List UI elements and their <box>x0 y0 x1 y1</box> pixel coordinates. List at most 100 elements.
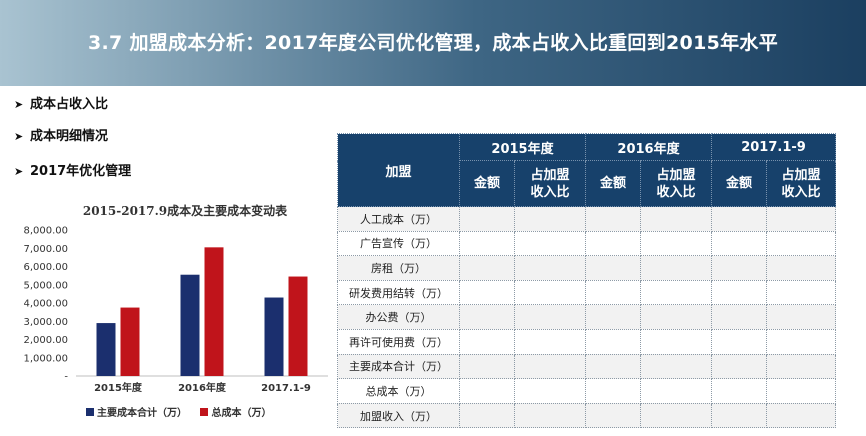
table-cell <box>459 279 515 306</box>
table-cell <box>711 328 767 355</box>
title-banner: 3.7 加盟成本分析：2017年度公司优化管理，成本占收入比重回到2015年水平 <box>0 0 866 86</box>
table-cell <box>640 402 712 429</box>
row-label: 主要成本合计（万） <box>337 353 460 380</box>
x-tick-label: 2015年度 <box>94 381 143 394</box>
table-row: 房租（万） <box>337 255 837 281</box>
table-cell <box>640 230 712 257</box>
row-label: 加盟收入（万） <box>337 402 460 429</box>
chart-title: 2015-2017.9成本及主要成本变动表 <box>82 204 288 218</box>
y-tick-label: 3,000.00 <box>23 317 68 328</box>
year-header-2016: 2016年度 <box>585 133 712 161</box>
table-cell <box>640 328 712 355</box>
y-tick-label: 2,000.00 <box>23 335 68 346</box>
table-cell <box>514 279 586 306</box>
table-cell <box>640 255 712 281</box>
y-tick-label: 7,000.00 <box>23 244 68 255</box>
ratio-header: 占加盟 收入比 <box>640 160 712 207</box>
table-cell <box>585 230 641 257</box>
bullet-item-cost-ratio: ➤ 成本占收入比 <box>14 97 109 112</box>
table-cell <box>765 402 837 429</box>
bar-total-cost <box>120 307 140 376</box>
row-label: 再许可使用费（万） <box>337 328 460 355</box>
table-cell <box>640 378 712 404</box>
table-cell <box>711 353 767 380</box>
row-label: 办公费（万） <box>337 304 460 330</box>
table-row: 主要成本合计（万） <box>337 353 837 380</box>
table-cell <box>585 402 641 429</box>
table-cell <box>459 402 515 429</box>
table-cell <box>711 230 767 257</box>
table-cell <box>765 353 837 380</box>
table-corner-header: 加盟 <box>337 133 460 207</box>
amount-header: 金额 <box>459 160 515 207</box>
table-row: 人工成本（万） <box>337 206 837 232</box>
bar-total-cost <box>204 247 224 376</box>
arrow-bullet-icon: ➤ <box>14 130 24 143</box>
table-cell <box>640 304 712 330</box>
bullet-item-cost-detail: ➤ 成本明细情况 <box>14 129 109 144</box>
table-row: 广告宣传（万） <box>337 230 837 257</box>
table-cell <box>514 402 586 429</box>
table-cell <box>459 378 515 404</box>
bar-total-cost <box>288 276 308 376</box>
amount-header: 金额 <box>711 160 767 207</box>
table-cell <box>711 206 767 232</box>
table-cell <box>459 353 515 380</box>
bar-main-cost <box>96 323 116 376</box>
legend-swatch <box>86 408 94 416</box>
row-label: 研发费用结转（万） <box>337 279 460 306</box>
table-cell <box>585 206 641 232</box>
bar-main-cost <box>180 274 200 376</box>
table-cell <box>514 230 586 257</box>
legend-item-total-cost: 总成本（万） <box>200 408 271 419</box>
table-cell <box>585 353 641 380</box>
ratio-header: 占加盟 收入比 <box>765 160 837 207</box>
table-cell <box>585 378 641 404</box>
bar-main-cost <box>264 297 284 376</box>
table-cell <box>459 206 515 232</box>
table-cell <box>514 304 586 330</box>
y-tick-label: 5,000.00 <box>23 280 68 291</box>
table-cell <box>514 206 586 232</box>
y-tick-label: 8,000.00 <box>23 226 68 237</box>
table-cell <box>765 255 837 281</box>
table-cell <box>711 378 767 404</box>
arrow-bullet-icon: ➤ <box>14 98 24 111</box>
ratio-header: 占加盟 收入比 <box>514 160 586 207</box>
table-cell <box>711 402 767 429</box>
table-cell <box>585 279 641 306</box>
table-cell <box>640 353 712 380</box>
table-cell <box>765 378 837 404</box>
page-title: 3.7 加盟成本分析：2017年度公司优化管理，成本占收入比重回到2015年水平 <box>87 32 779 54</box>
amount-header: 金额 <box>585 160 641 207</box>
table-cell <box>459 304 515 330</box>
y-tick-label: 6,000.00 <box>23 262 68 273</box>
table-cell <box>711 279 767 306</box>
cost-bar-chart: - 1,000.00 2,000.00 3,000.00 4,000.00 5,000.0… <box>23 226 328 394</box>
table-row: 总成本（万） <box>337 378 837 404</box>
table-cell <box>711 255 767 281</box>
chart-legend: 主要成本合计（万） 总成本（万） <box>86 404 281 419</box>
table-cell <box>514 353 586 380</box>
arrow-bullet-icon: ➤ <box>14 165 24 178</box>
row-label: 总成本（万） <box>337 378 460 404</box>
legend-item-main-cost: 主要成本合计（万） <box>86 408 187 419</box>
table-cell <box>765 304 837 330</box>
table-cell <box>765 279 837 306</box>
table-cell <box>514 378 586 404</box>
table-cell <box>640 206 712 232</box>
table-cell <box>711 304 767 330</box>
table-row: 办公费（万） <box>337 304 837 330</box>
year-header-2017: 2017.1-9 <box>710 133 837 161</box>
table-cell <box>765 328 837 355</box>
x-tick-label: 2017.1-9 <box>261 383 311 394</box>
year-header-2015: 2015年度 <box>459 133 586 161</box>
x-tick-label: 2016年度 <box>178 381 227 394</box>
table-cell <box>585 255 641 281</box>
bullet-item-2017-optimization: ➤ 2017年优化管理 <box>14 164 132 179</box>
table-row: 再许可使用费（万） <box>337 328 837 355</box>
table-cell <box>514 255 586 281</box>
table-cell <box>765 206 837 232</box>
y-tick-label: 4,000.00 <box>23 299 68 310</box>
table-cell <box>459 230 515 257</box>
